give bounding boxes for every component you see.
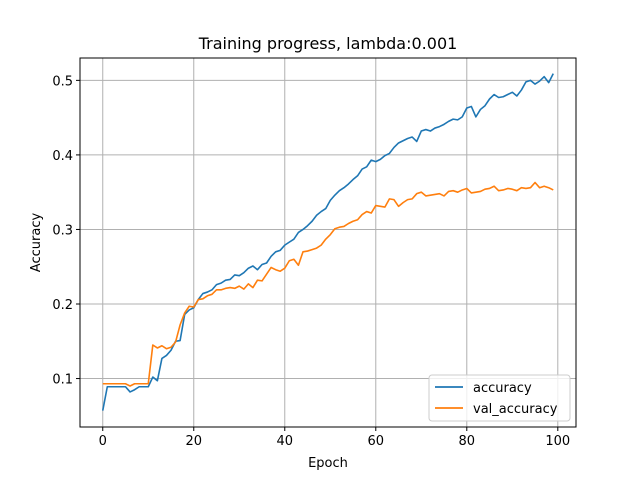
legend-label-accuracy: accuracy [473, 381, 532, 396]
x-tick-label: 0 [99, 434, 107, 449]
legend-label-val-accuracy: val_accuracy [473, 402, 558, 417]
y-tick-label: 0.1 [52, 373, 73, 388]
grid [80, 58, 576, 427]
y-tick-label: 0.2 [52, 298, 73, 313]
x-axis-label: Epoch [308, 456, 348, 471]
ticks: 0 20 40 60 80 100 0.1 0.2 0.3 0.4 0.5 [52, 74, 570, 449]
x-tick-label: 80 [459, 434, 476, 449]
y-axis-label: Accuracy [29, 213, 44, 273]
x-tick-label: 100 [545, 434, 570, 449]
series-line-accuracy [101, 73, 554, 411]
x-tick-label: 40 [276, 434, 293, 449]
chart-title: Training progress, lambda:0.001 [198, 34, 458, 53]
x-tick-label: 60 [368, 434, 385, 449]
legend: accuracy val_accuracy [428, 374, 571, 422]
series-line-val-accuracy [102, 181, 554, 387]
y-tick-label: 0.4 [52, 149, 73, 164]
series-lines [101, 73, 554, 411]
plot-frame [79, 57, 577, 428]
y-tick-label: 0.5 [52, 74, 73, 89]
legend-box [428, 374, 571, 422]
x-tick-label: 20 [185, 434, 202, 449]
y-tick-label: 0.3 [52, 223, 73, 238]
